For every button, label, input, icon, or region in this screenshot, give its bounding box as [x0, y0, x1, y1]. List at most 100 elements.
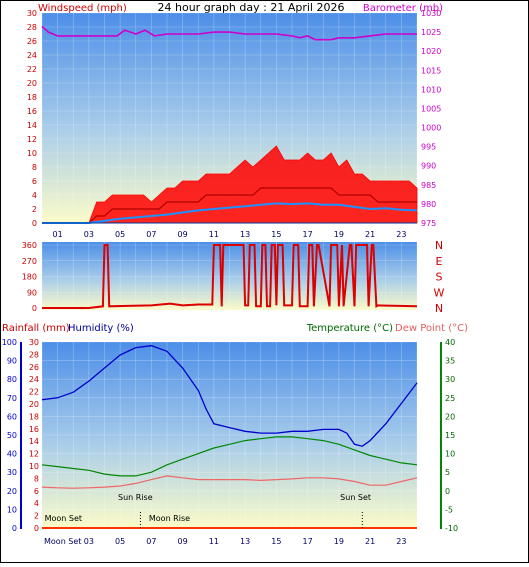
graph-title: 24 hour graph day : 21 April 2026 [158, 1, 345, 14]
windspeed-tick-label: 18 [27, 93, 37, 102]
direction-degree-label: 270 [22, 257, 37, 266]
humidity-tick-label: 40 [7, 450, 17, 459]
windspeed-tick-label: 20 [27, 79, 37, 88]
temperature-tick-label: -5 [445, 505, 453, 514]
windspeed-series [42, 187, 417, 224]
hour-tick-label: 13 [240, 537, 250, 546]
barometer-tick-label: 985 [421, 181, 436, 190]
wind-hour-tick-label: 07 [146, 230, 156, 239]
temperature-tick-label: 0 [445, 487, 450, 496]
barometer-tick-label: 980 [421, 200, 436, 209]
rainfall-tick-label: 20 [29, 400, 39, 409]
humidity-series [41, 345, 418, 447]
gust-series [42, 145, 418, 224]
hour-tick-label: 07 [146, 537, 156, 546]
temperature-tick-label: 20 [445, 412, 455, 421]
windspeed-tick-label: 10 [27, 149, 37, 158]
windspeed-tick-label: 4 [32, 191, 37, 200]
windspeed-tick-label: 2 [32, 205, 37, 214]
sun-set-label: Sun Set [340, 493, 371, 502]
barometer-tick-label: 1025 [421, 28, 441, 37]
hour-tick-label: 17 [303, 537, 313, 546]
humidity-tick-label: 20 [7, 487, 17, 496]
humidity-tick-label: 90 [7, 357, 17, 366]
windspeed-tick-label: 6 [32, 177, 37, 186]
barometer-tick-label: 1015 [421, 66, 441, 75]
hour-tick-label: 05 [115, 537, 125, 546]
temperature-axis-label: Temperature (°C) [306, 323, 393, 334]
windspeed-tick-label: 14 [27, 121, 37, 130]
barometer-tick-label: 1005 [421, 104, 441, 113]
hour-tick-label: 09 [178, 537, 188, 546]
wind-hour-tick-label: 01 [53, 230, 63, 239]
direction-compass-label: N [435, 302, 443, 315]
rainfall-tick-label: 0 [34, 524, 39, 533]
dewpoint-series [41, 475, 418, 489]
barometer-tick-label: 990 [421, 162, 436, 171]
hour-tick-label: Moon Set [44, 537, 81, 546]
hour-tick-label: 19 [334, 537, 344, 546]
windspeed-tick-label: 8 [32, 163, 37, 172]
humidity-tick-label: 0 [12, 524, 17, 533]
dewpoint-axis-label: Dew Point (°C) [395, 323, 468, 334]
hour-tick-labels: Moon Set 03 05 07 09 11 13 15 17 19 21 23 [44, 537, 406, 546]
humidity-tick-label: 10 [7, 505, 17, 514]
temperature-plot-grid [41, 341, 418, 529]
windspeed-tick-label: 22 [27, 65, 37, 74]
windspeed-tick-label: 0 [32, 219, 37, 228]
humidity-tick-label: 60 [7, 412, 17, 421]
wind-hour-tick-label: 03 [84, 230, 94, 239]
rainfall-tick-label: 4 [34, 499, 39, 508]
barometer-tick-label: 975 [421, 219, 436, 228]
rainfall-tick-label: 28 [29, 350, 39, 359]
barometer-tick-label: 995 [421, 143, 436, 152]
hour-tick-label: 03 [84, 537, 94, 546]
windspeed-tick-label: 26 [27, 37, 37, 46]
barometer-tick-label: 1020 [421, 47, 441, 56]
hour-tick-label: 11 [209, 537, 219, 546]
direction-compass-label: E [436, 255, 443, 268]
humidity-tick-label: 100 [2, 338, 17, 347]
wind-hour-tick-label: 17 [303, 230, 313, 239]
temperature-tick-label: -10 [445, 524, 458, 533]
barometer-axis-label: Barometer (mb) [363, 3, 443, 14]
hour-tick-label: 21 [365, 537, 375, 546]
rainfall-tick-label: 30 [29, 338, 39, 347]
wind-hour-tick-label: 15 [271, 230, 281, 239]
barometer-tick-label: 1010 [421, 85, 441, 94]
temperature-tick-label: 35 [445, 357, 455, 366]
wind-hour-tick-label: 09 [178, 230, 188, 239]
wind-hour-tick-label: 19 [334, 230, 344, 239]
direction-compass-label: N [435, 239, 443, 252]
wind-hour-tick-label: 21 [365, 230, 375, 239]
sun-rise-label: Sun Rise [118, 493, 153, 502]
moon-rise-label: Moon Rise [149, 514, 190, 523]
rainfall-tick-label: 16 [29, 425, 39, 434]
direction-series [42, 244, 418, 309]
rainfall-tick-label: 14 [29, 437, 39, 446]
temperature-tick-labels: -10 -5 0 5 10 15 20 25 30 35 40 [445, 338, 458, 533]
direction-degree-label: 0 [32, 304, 37, 313]
temperature-series [41, 345, 418, 529]
direction-degree-label: 360 [22, 241, 37, 250]
windspeed-tick-label: 16 [27, 107, 37, 116]
rainfall-tick-label: 24 [29, 375, 39, 384]
humidity-tick-label: 50 [7, 431, 17, 440]
windspeed-axis-label: Windspeed (mph) [38, 3, 127, 14]
temperature-tick-label: 5 [445, 468, 450, 477]
direction-degree-label: 180 [22, 273, 37, 282]
moon-set-label: Moon Set [45, 514, 82, 523]
wind-hour-tick-labels: 01 03 05 07 09 11 13 15 17 19 21 23 [53, 230, 407, 239]
temperature-tick-label: 40 [445, 338, 455, 347]
direction-compass-label: W [434, 286, 445, 299]
rainfall-tick-label: 6 [34, 487, 39, 496]
rainfall-tick-label: 26 [29, 363, 39, 372]
direction-degree-label: 90 [27, 288, 37, 297]
direction-compass-label: S [436, 271, 443, 284]
hour-tick-label: 15 [271, 537, 281, 546]
